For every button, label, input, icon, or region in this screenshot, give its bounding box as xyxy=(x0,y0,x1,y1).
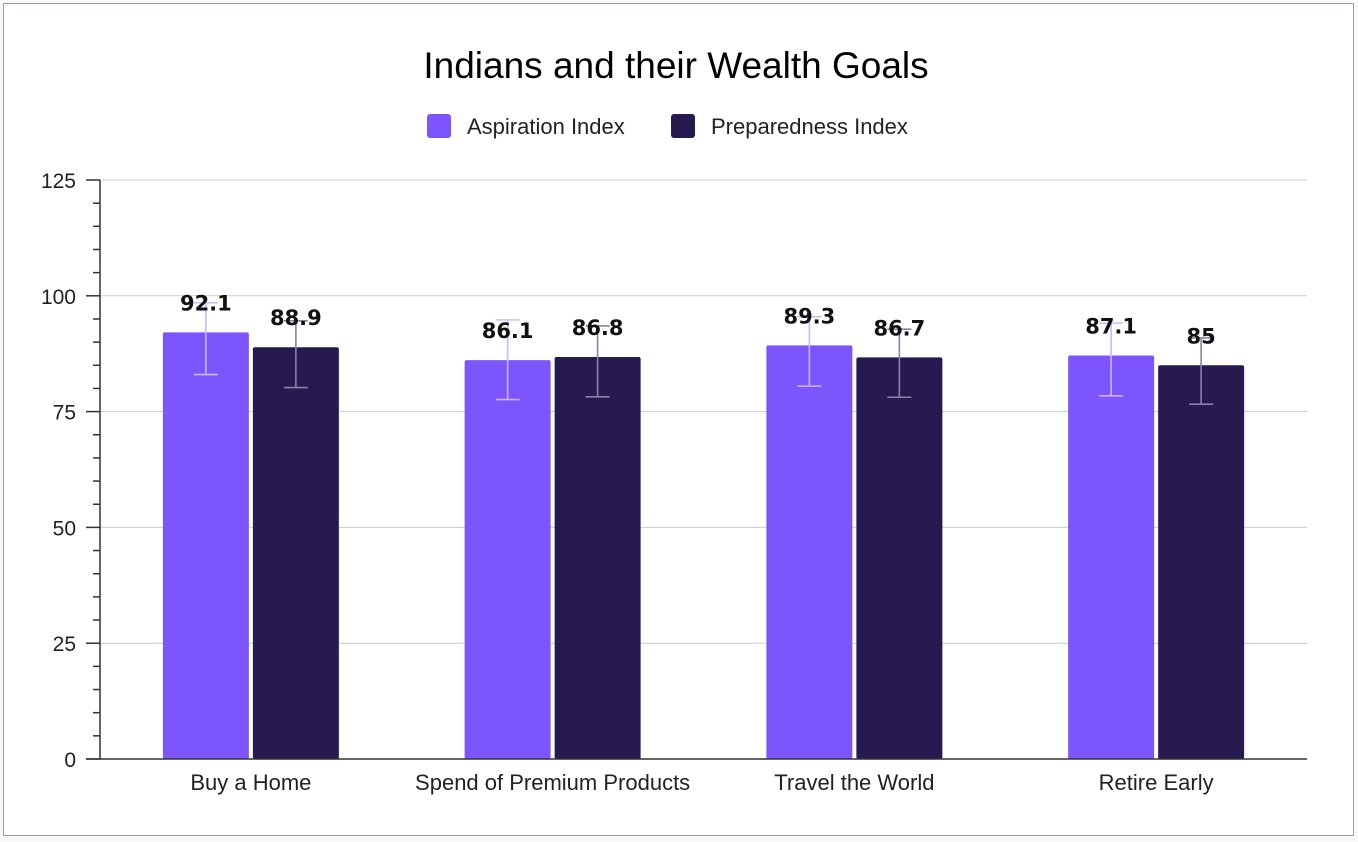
y-tick-label: 125 xyxy=(41,170,76,193)
axes xyxy=(86,180,1307,760)
bar xyxy=(766,345,853,759)
data-label: 85 xyxy=(1187,324,1216,348)
data-label: 87.1 xyxy=(1085,315,1137,339)
chart-container[interactable]: Indians and their Wealth Goals Aspiratio… xyxy=(3,3,1354,836)
y-tick-label: 50 xyxy=(53,517,76,540)
data-label: 92.1 xyxy=(180,291,232,315)
bar xyxy=(1158,365,1245,759)
legend-label-aspiration: Aspiration Index xyxy=(467,114,625,139)
bars xyxy=(162,332,1245,759)
data-label: 89.3 xyxy=(783,304,835,328)
y-tick-label: 75 xyxy=(53,402,76,425)
x-category-label: Retire Early xyxy=(1099,770,1214,795)
y-tick-label: 100 xyxy=(41,286,76,309)
y-tick-label: 25 xyxy=(53,633,76,656)
bar xyxy=(856,357,943,759)
legend: Aspiration Index Preparedness Index xyxy=(427,114,908,139)
data-label: 86.1 xyxy=(482,319,534,343)
error-bars xyxy=(193,301,1214,405)
bar-chart: Indians and their Wealth Goals Aspiratio… xyxy=(41,45,1307,795)
x-category-label: Buy a Home xyxy=(190,770,311,795)
legend-swatch-aspiration xyxy=(427,114,451,138)
legend-swatch-preparedness xyxy=(671,114,695,138)
bar xyxy=(464,360,551,759)
data-labels: 92.1 88.9 86.1 86.8 89.3 86.7 87.1 85 xyxy=(180,291,1216,348)
legend-label-preparedness: Preparedness Index xyxy=(711,114,908,139)
x-category-label: Travel the World xyxy=(774,770,934,795)
bar xyxy=(162,332,249,759)
bar xyxy=(554,356,641,759)
data-label: 86.7 xyxy=(873,316,925,340)
bar xyxy=(1068,355,1155,759)
data-label: 88.9 xyxy=(270,306,322,330)
bar xyxy=(252,347,339,759)
x-axis-categories: Buy a Home Spend of Premium Products Trave… xyxy=(190,770,1213,795)
y-tick-label: 0 xyxy=(64,749,76,772)
y-axis-ticks: 0 25 50 75 100 125 xyxy=(41,170,100,772)
data-label: 86.8 xyxy=(572,316,624,340)
chart-title: Indians and their Wealth Goals xyxy=(423,45,928,86)
x-category-label: Spend of Premium Products xyxy=(415,770,690,795)
